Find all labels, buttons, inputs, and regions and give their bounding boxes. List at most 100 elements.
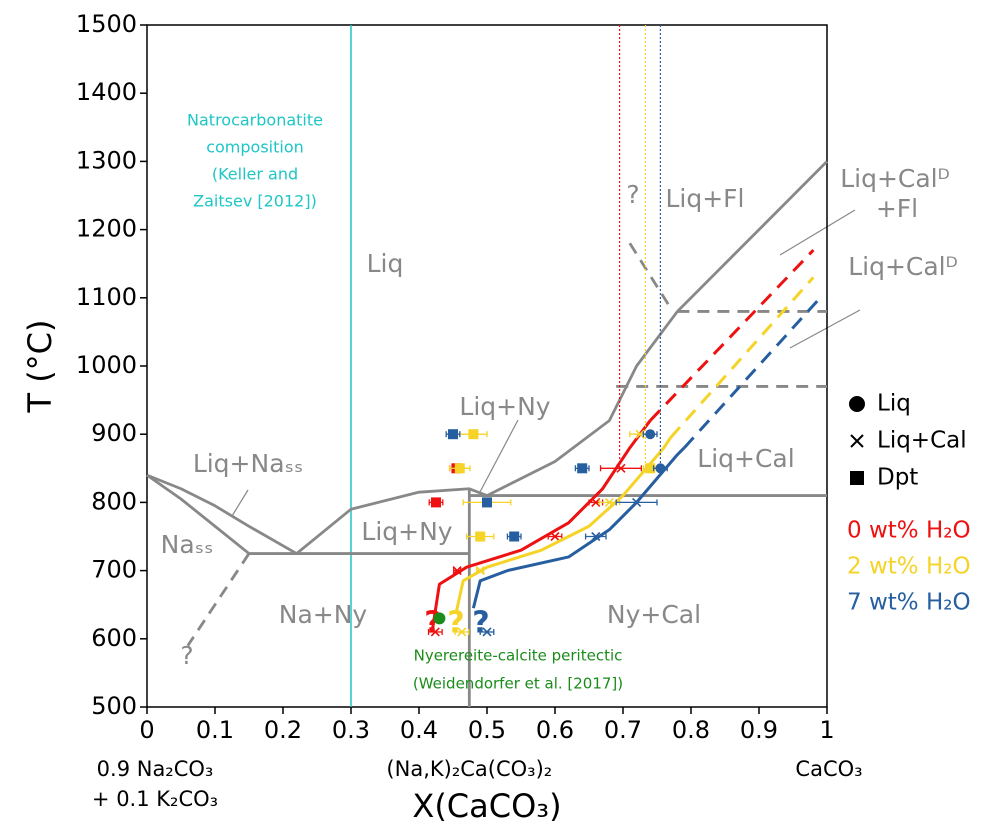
- natrocarbonatite-label: Natrocarbonatite: [187, 111, 323, 130]
- composition-label: 0.9 Na₂CO₃: [97, 757, 214, 781]
- y-tick-label: 500: [91, 692, 137, 720]
- x-tick-label: 0.1: [196, 716, 234, 744]
- series-legend: 0 wt% H₂O: [847, 518, 971, 544]
- liquidus-curve: [431, 419, 652, 629]
- liquidus-curve-dashed: [683, 296, 822, 449]
- point-liq-cal: [430, 627, 440, 637]
- point-liq: [645, 429, 656, 440]
- leader: [779, 209, 856, 256]
- y-tick-label: 1200: [76, 215, 137, 243]
- natrocarbonatite-label: Zaitsev [2012]): [193, 192, 317, 211]
- point-liq: [655, 463, 666, 474]
- point-dpt: [468, 429, 479, 440]
- liquidus-curve: [454, 436, 672, 612]
- y-axis-label: T (°C): [21, 319, 59, 413]
- peritectic-label: (Weidendorfer et al. [2017]): [413, 675, 623, 693]
- phase-boundary: [486, 160, 828, 497]
- composition-label: (Na,K)₂Ca(CO₃)₂: [386, 757, 552, 781]
- y-tick-label: 1300: [76, 146, 137, 174]
- liquidus-curve-dashed: [669, 276, 815, 439]
- phase-label: Ny+Cal: [607, 600, 701, 629]
- point-dpt: [454, 463, 465, 474]
- point-liq-cal: [482, 627, 492, 637]
- legend-marker: [850, 471, 864, 485]
- phase-label: Na+Ny: [279, 600, 368, 629]
- phase-label: Liq+Calᴰ: [848, 252, 958, 281]
- phase-boundary: [628, 242, 672, 309]
- phase-label: +Fl: [876, 194, 918, 223]
- uncertainty-mark: ?: [447, 606, 464, 641]
- point-dpt: [509, 531, 520, 542]
- x-tick-label: 0.6: [536, 716, 574, 744]
- phase-boundary: [186, 552, 251, 647]
- x-tick-label: 0: [139, 716, 154, 744]
- phase-boundary: [146, 473, 298, 555]
- legend-label: Liq: [877, 391, 911, 417]
- point-liq-cal: [616, 463, 626, 473]
- peritectic-point: [433, 612, 446, 625]
- natrocarbonatite-label: composition: [206, 138, 304, 157]
- point-liq-cal: [604, 497, 614, 507]
- x-tick-label: 0.9: [740, 716, 778, 744]
- point-dpt: [645, 463, 656, 474]
- composition-label: + 0.1 K₂CO₃: [92, 787, 218, 811]
- leader: [231, 489, 249, 517]
- point-liq-cal: [475, 566, 485, 576]
- point-dpt: [448, 429, 458, 440]
- y-tick-label: 900: [91, 419, 137, 447]
- legend-marker: [849, 396, 865, 412]
- phase-label: Liq+Ny: [459, 392, 550, 421]
- point-dpt: [482, 497, 492, 508]
- phase-label: Liq+Naₛₛ: [193, 449, 303, 478]
- point-dpt: [475, 531, 486, 542]
- y-tick-label: 1000: [76, 351, 137, 379]
- liquidus-curve-dashed: [649, 249, 815, 422]
- y-tick-label: 1100: [76, 283, 137, 311]
- phase-label: ?: [626, 180, 639, 209]
- phase-label: ?: [180, 641, 193, 670]
- point-liq-cal: [591, 497, 601, 507]
- x-tick-label: 0.5: [468, 716, 506, 744]
- y-tick-label: 700: [91, 556, 137, 584]
- point-dpt: [577, 463, 588, 474]
- leader: [479, 419, 519, 493]
- point-liq-cal: [457, 627, 467, 637]
- phase-boundary: [146, 473, 250, 555]
- composition-label: CaCO₃: [795, 757, 862, 781]
- y-tick-label: 800: [91, 487, 137, 515]
- series-legend: 2 wt% H₂O: [847, 554, 971, 580]
- y-tick-label: 1400: [76, 78, 137, 106]
- natrocarbonatite-label: (Keller and: [212, 165, 298, 184]
- phase-label: Liq+Cal: [697, 444, 794, 473]
- x-tick-label: 0.4: [400, 716, 438, 744]
- phase-boundary: [295, 487, 488, 555]
- phase-label: Naₛₛ: [161, 530, 214, 559]
- phase-label: Liq: [367, 249, 404, 278]
- x-axis-label: X(CaCO₃): [412, 787, 561, 825]
- series-legend: 7 wt% H₂O: [847, 590, 971, 616]
- legend-label: Dpt: [877, 465, 918, 491]
- x-tick-label: 0.2: [264, 716, 302, 744]
- point-dpt: [431, 497, 441, 508]
- point-liq-cal: [635, 429, 645, 439]
- legend-marker: [850, 434, 864, 448]
- x-tick-label: 0.8: [672, 716, 710, 744]
- phase-label: Liq+Calᴰ: [840, 164, 950, 193]
- point-liq-cal: [550, 531, 560, 542]
- point-liq-cal: [452, 566, 462, 576]
- phase-label: Liq+Ny: [361, 517, 452, 546]
- peritectic-label: Nyerereite-calcite peritectic: [414, 647, 623, 665]
- x-tick-label: 1: [819, 716, 834, 744]
- point-liq-cal: [632, 497, 642, 507]
- point-liq-cal: [591, 531, 601, 542]
- legend-label: Liq+Cal: [877, 428, 967, 454]
- x-tick-label: 0.7: [604, 716, 642, 744]
- phase-leaders: [231, 209, 861, 517]
- leader: [789, 309, 861, 349]
- y-tick-label: 600: [91, 624, 137, 652]
- phase-label: Liq+Fl: [665, 184, 744, 213]
- y-tick-label: 1500: [76, 10, 137, 38]
- uncertainty-mark: ?: [472, 606, 489, 641]
- liquidus-curve: [471, 446, 686, 609]
